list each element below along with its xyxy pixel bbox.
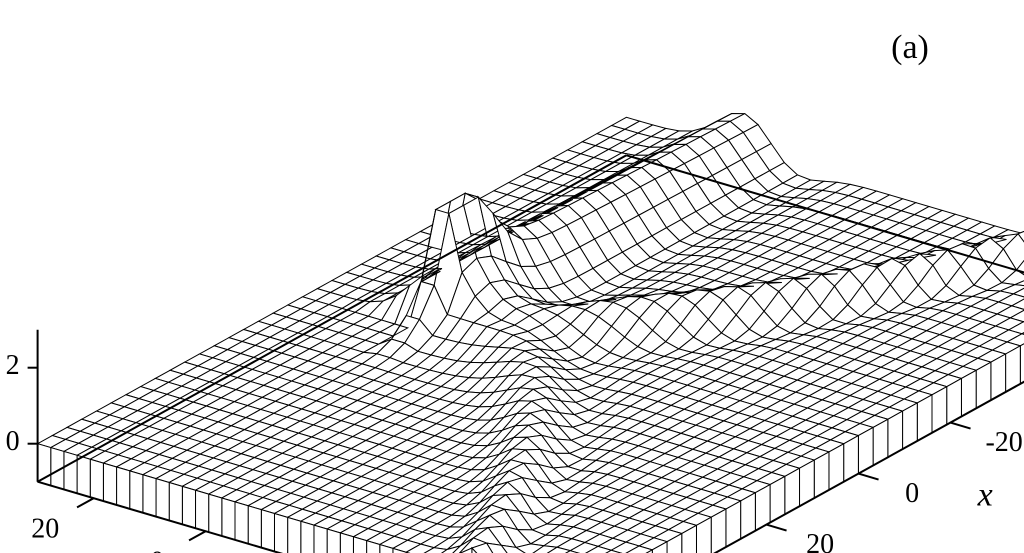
surface-plot-container: { "panel_label": "(a)", "panel_label_fon… [0,0,1024,553]
surface-plot-svg: 02v-60-40-200204060x-60-40-20020y(a) [0,0,1024,553]
x-tick-label: 20 [806,529,834,553]
x-axis-label: x [977,477,993,514]
z-tick-label: 2 [6,350,20,381]
panel-label: (a) [891,29,929,66]
x-tick-label: 0 [905,478,919,509]
y-tick-label: 0 [150,546,164,553]
x-tick-label: -20 [985,427,1022,458]
z-tick-label: 0 [6,426,20,457]
y-tick-label: 20 [31,513,59,544]
